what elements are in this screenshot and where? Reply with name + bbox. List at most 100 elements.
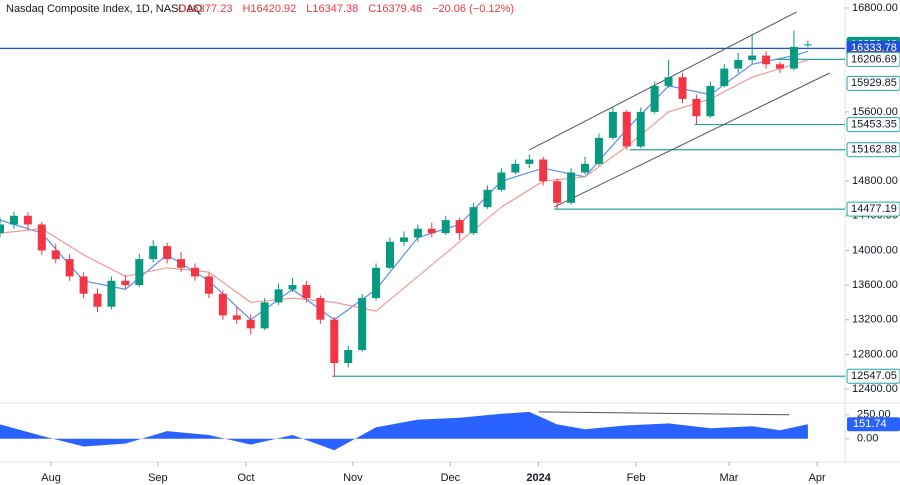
candle-body bbox=[748, 55, 757, 60]
y-tick-label: 13200.00 bbox=[852, 314, 898, 326]
candle-body bbox=[427, 228, 436, 234]
candle-body bbox=[232, 315, 241, 320]
candle-body bbox=[720, 68, 729, 86]
osc-value-box bbox=[847, 417, 900, 432]
level-label: 15929.85 bbox=[851, 77, 897, 89]
x-tick-label: Mar bbox=[719, 472, 738, 484]
candle-body bbox=[0, 224, 4, 234]
candle-body bbox=[594, 137, 603, 164]
y-tick-label: 13600.00 bbox=[852, 279, 898, 291]
candle-body bbox=[204, 276, 213, 294]
osc-value-label: 151.74 bbox=[853, 418, 887, 430]
candle-body bbox=[93, 293, 102, 307]
level-label-box bbox=[846, 51, 900, 67]
level-label-box bbox=[846, 117, 900, 133]
candle-body bbox=[776, 64, 784, 69]
oscillator-trendline bbox=[538, 411, 790, 416]
candle-body bbox=[664, 77, 673, 86]
candle-body bbox=[622, 111, 631, 147]
candle-body bbox=[678, 77, 687, 99]
level-label-box bbox=[846, 201, 900, 217]
header-value: L16347.38 bbox=[306, 3, 358, 15]
candle-body bbox=[539, 159, 548, 182]
candle-body bbox=[483, 189, 492, 208]
x-tick-label: Aug bbox=[41, 472, 61, 484]
candle-body bbox=[636, 111, 645, 147]
candle-body bbox=[567, 172, 576, 203]
level-label: 12547.05 bbox=[851, 370, 897, 382]
candle-body bbox=[762, 55, 771, 65]
candle-body bbox=[511, 163, 520, 173]
y-tick-label: 12400.00 bbox=[852, 383, 898, 395]
candle-body bbox=[191, 267, 199, 277]
y-tick-label: 14800.00 bbox=[852, 175, 898, 187]
level-label: 15453.35 bbox=[851, 118, 897, 130]
x-tick-label: 2024 bbox=[526, 472, 551, 484]
candle-body bbox=[9, 215, 18, 225]
level-label: 16333.78 bbox=[851, 42, 897, 54]
candle-body bbox=[330, 319, 339, 364]
x-tick-label: Sep bbox=[148, 472, 168, 484]
candle-body bbox=[469, 207, 478, 234]
candle-body bbox=[302, 285, 311, 299]
candle-body bbox=[149, 246, 158, 260]
x-tick-label: Feb bbox=[627, 472, 646, 484]
candle-body bbox=[608, 111, 617, 138]
candle-body bbox=[706, 85, 715, 117]
candle-body bbox=[455, 220, 464, 234]
x-tick-label: Nov bbox=[343, 472, 363, 484]
candle-body bbox=[734, 59, 743, 69]
candle-body bbox=[163, 246, 172, 260]
candle-body bbox=[441, 220, 450, 234]
header-value: O16377.23 bbox=[178, 3, 232, 15]
candle-body bbox=[581, 163, 589, 173]
candle-body bbox=[65, 259, 74, 277]
header-value: −20.06 (−0.12%) bbox=[432, 3, 514, 15]
candle-body bbox=[344, 350, 353, 364]
level-label: 14477.19 bbox=[851, 203, 897, 215]
candle-body bbox=[497, 172, 506, 190]
level-label: 15162.88 bbox=[851, 144, 897, 156]
oscillator-area bbox=[0, 411, 808, 451]
candle-body bbox=[79, 276, 88, 294]
candle-body bbox=[246, 319, 255, 329]
candle-body bbox=[260, 302, 269, 329]
candle-body bbox=[372, 267, 381, 299]
candle-body bbox=[358, 298, 367, 351]
channel-line bbox=[554, 72, 830, 208]
candle-body bbox=[23, 215, 32, 225]
y-tick-label: 14000.00 bbox=[852, 244, 898, 256]
x-tick-label: Dec bbox=[441, 472, 461, 484]
header-value: H16420.92 bbox=[242, 3, 296, 15]
candle-body bbox=[386, 241, 394, 268]
candle-body bbox=[177, 259, 186, 268]
candle-body bbox=[135, 259, 144, 286]
candle-body bbox=[525, 159, 534, 164]
candle-body bbox=[803, 44, 812, 46]
level-label-box bbox=[846, 368, 900, 384]
y-tick-label: 15600.00 bbox=[852, 106, 898, 118]
candle-body bbox=[274, 289, 283, 303]
candle-body bbox=[553, 181, 562, 203]
osc-tick-label: 0.00 bbox=[857, 433, 878, 445]
candle-body bbox=[51, 250, 60, 260]
candle-body bbox=[650, 85, 659, 112]
candle-body bbox=[413, 228, 422, 238]
candle-body bbox=[218, 293, 227, 316]
candle-body bbox=[399, 237, 408, 242]
level-label: 16206.69 bbox=[851, 53, 897, 65]
candle-body bbox=[107, 280, 116, 307]
level-label-box bbox=[846, 142, 900, 158]
x-tick-label: Oct bbox=[238, 472, 255, 484]
header: Nasdaq Composite Index, 1D, NASDAQ O1637… bbox=[6, 3, 514, 15]
candle-body bbox=[288, 285, 297, 290]
level-label-box bbox=[846, 75, 900, 91]
candle-body bbox=[121, 280, 130, 286]
y-tick-label: 16800.00 bbox=[852, 2, 898, 14]
candle-body bbox=[37, 224, 46, 251]
x-tick-label: Apr bbox=[809, 472, 826, 484]
chart-title: Nasdaq Composite Index, 1D, NASDAQ bbox=[6, 3, 203, 15]
